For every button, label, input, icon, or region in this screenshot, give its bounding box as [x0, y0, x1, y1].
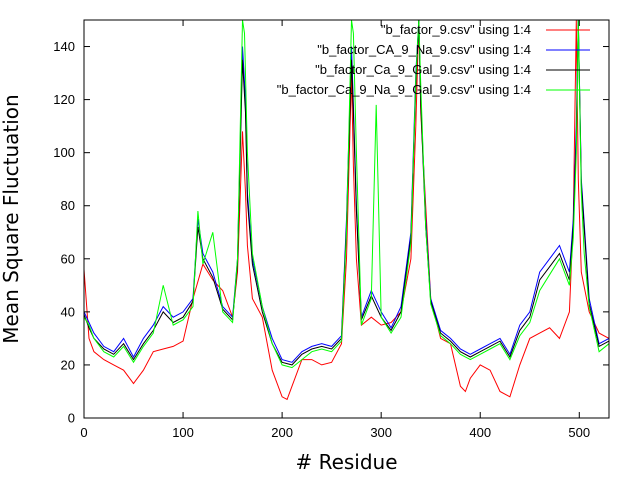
y-tick-label-100: 100 — [53, 145, 75, 160]
y-tick-label-80: 80 — [61, 198, 75, 213]
y-tick-label-140: 140 — [53, 39, 75, 54]
series-layer — [84, 20, 609, 401]
x-axis-label: # Residue — [295, 450, 397, 474]
series-line-3 — [84, 20, 609, 366]
legend-label-1: "b_factor_9.csv" using 1:4 — [381, 22, 531, 37]
x-tick-label-400: 400 — [469, 425, 491, 440]
x-tick-label-0: 0 — [80, 425, 87, 440]
series-line-4 — [84, 20, 609, 369]
ticks-layer: 0 100 200 300 400 500 0 20 40 60 80 100 120 140 — [53, 20, 609, 440]
legend-label-3: "b_factor_Ca_9_Gal_9.csv" using 1:4 — [315, 62, 531, 77]
plot-frame — [83, 19, 610, 419]
y-tick-label-40: 40 — [61, 304, 75, 319]
x-tick-label-100: 100 — [172, 425, 194, 440]
legend: "b_factor_9.csv" using 1:4 "b_factor_CA_9… — [277, 22, 590, 97]
x-tick-label-500: 500 — [568, 425, 590, 440]
y-tick-label-60: 60 — [61, 251, 75, 266]
x-tick-label-300: 300 — [370, 425, 392, 440]
legend-label-4: "b_factor_Ca_9_Na_9_Gal_9.csv" using 1:4 — [277, 82, 531, 97]
y-tick-label-0: 0 — [68, 411, 75, 426]
y-axis-label: Mean Square Fluctuation — [0, 94, 23, 343]
y-tick-label-120: 120 — [53, 92, 75, 107]
x-tick-label-200: 200 — [271, 425, 293, 440]
legend-label-2: "b_factor_CA_9_Na_9.csv" using 1:4 — [317, 42, 531, 57]
y-tick-label-20: 20 — [61, 357, 75, 372]
series-line-1 — [84, 20, 609, 401]
